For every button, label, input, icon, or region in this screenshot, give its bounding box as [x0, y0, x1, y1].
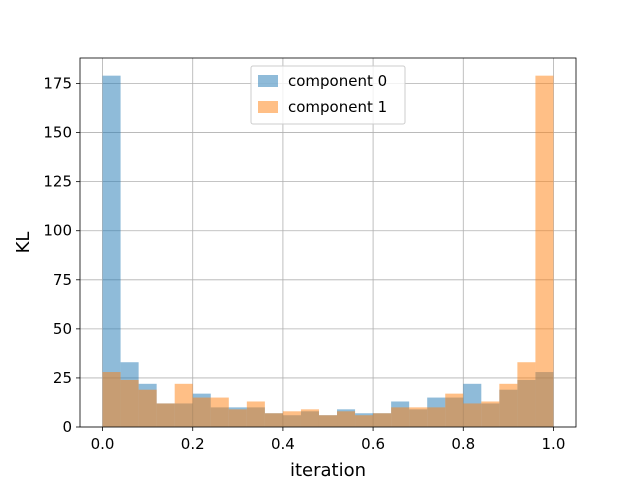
- bar-series-1-bin-0: [102, 372, 121, 427]
- bar-series-1-bin-21: [481, 401, 500, 427]
- bar-series-1-bin-17: [409, 407, 428, 427]
- legend: component 0 component 1: [250, 65, 406, 125]
- bar-series-1-bin-18: [427, 407, 446, 427]
- x-tick-label: 0.8: [451, 435, 475, 453]
- plot-frame: [79, 57, 577, 428]
- x-tick-label: 0.4: [271, 435, 295, 453]
- bars: [102, 75, 554, 428]
- bar-series-1-bin-22: [499, 383, 518, 427]
- bar-series-1-bin-8: [246, 401, 265, 427]
- x-tick-label: 0.6: [361, 435, 385, 453]
- y-tick-label: 50: [53, 320, 72, 338]
- x-tick-label: 1.0: [542, 435, 566, 453]
- bar-series-1-bin-16: [391, 407, 410, 427]
- bar-series-1-bin-12: [318, 415, 338, 427]
- legend-swatch-0: [258, 75, 278, 87]
- bar-series-1-bin-10: [282, 411, 301, 427]
- legend-label-0: component 0: [288, 72, 387, 90]
- bar-series-1-bin-5: [192, 397, 211, 427]
- y-tick-label: 75: [53, 271, 72, 289]
- x-tick-label: 0.0: [91, 435, 115, 453]
- y-tick-label: 125: [43, 173, 72, 191]
- bar-series-1-bin-11: [300, 409, 319, 427]
- bar-series-1-bin-23: [517, 362, 536, 427]
- y-tick-label: 25: [53, 369, 72, 387]
- y-tick-label: 150: [43, 124, 72, 142]
- bar-series-1-bin-14: [355, 415, 374, 427]
- bar-series-1-bin-1: [120, 379, 139, 427]
- bar-series-1-bin-6: [210, 397, 229, 427]
- bar-series-1-bin-3: [156, 403, 175, 427]
- legend-label-1: component 1: [288, 98, 387, 116]
- bar-series-1-bin-7: [228, 409, 247, 427]
- y-tick-label: 175: [43, 75, 72, 93]
- legend-swatch-1: [258, 101, 278, 113]
- legend-box: [250, 65, 406, 125]
- bar-series-1-bin-20: [463, 403, 482, 427]
- bar-series-1-bin-13: [337, 411, 356, 427]
- bar-series-1-bin-9: [264, 413, 283, 427]
- y-axis-label: KL: [13, 232, 34, 254]
- y-tick-label: 0: [62, 418, 72, 436]
- y-tick-label: 100: [43, 222, 72, 240]
- bar-series-1-bin-2: [138, 389, 157, 427]
- ticks: 0.0 0.2 0.4 0.6 0.8 1.0 0 25 50 75 100 125 150 175: [43, 75, 565, 453]
- bar-series-0-bin-0: [102, 75, 121, 428]
- x-tick-label: 0.2: [181, 435, 205, 453]
- x-axis-label: iteration: [290, 460, 366, 480]
- bar-series-1-bin-19: [445, 393, 464, 427]
- bar-series-1-bin-24: [535, 75, 554, 428]
- bar-series-1-bin-15: [373, 413, 392, 427]
- bar-series-1-bin-4: [174, 383, 193, 427]
